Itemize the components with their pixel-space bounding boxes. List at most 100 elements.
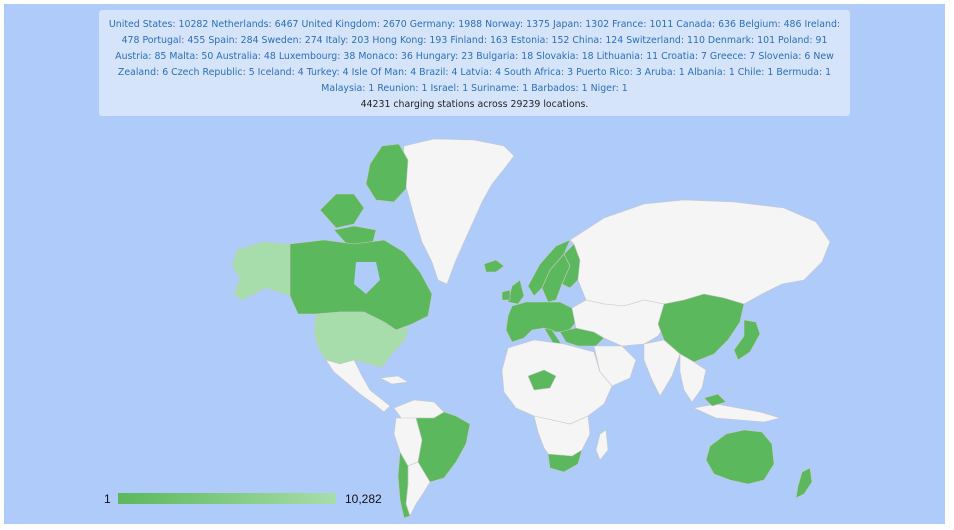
country-south-africa[interactable] bbox=[547, 449, 583, 473]
country-name-link[interactable]: Chile bbox=[737, 66, 762, 78]
country-alaska[interactable] bbox=[231, 241, 291, 301]
country-count-item[interactable]: Germany: 1988 bbox=[409, 19, 483, 30]
country-count-item[interactable]: Monaco: 36 bbox=[358, 50, 413, 62]
country-count-item[interactable]: South Africa: 3 bbox=[504, 66, 574, 78]
country-name-link[interactable]: Bermuda bbox=[776, 66, 819, 78]
country-count-item[interactable]: Bermuda: 1 bbox=[776, 66, 832, 78]
country-name-link[interactable]: China bbox=[572, 34, 600, 46]
country-count-item[interactable]: Israel: 1 bbox=[430, 82, 469, 94]
country-name-link[interactable]: Italy bbox=[325, 34, 346, 46]
country-name-link[interactable]: United Kingdom bbox=[301, 19, 377, 30]
country-count-item[interactable]: Ireland: 478 bbox=[121, 19, 841, 46]
country-name-link[interactable]: South Africa bbox=[504, 66, 562, 78]
country-name-link[interactable]: Latvia bbox=[460, 66, 489, 78]
country-name-link[interactable]: Malaysia bbox=[321, 82, 363, 94]
country-count-item[interactable]: Belgium: 486 bbox=[739, 19, 802, 30]
country-new-zealand[interactable] bbox=[795, 467, 813, 499]
country-name-link[interactable]: Finland bbox=[450, 34, 484, 46]
country-count-item[interactable]: Isle Of Man: 4 bbox=[351, 66, 417, 78]
country-china[interactable] bbox=[657, 293, 745, 363]
country-greenland[interactable] bbox=[401, 138, 515, 285]
country-brazil[interactable] bbox=[415, 411, 471, 483]
country-count-item[interactable]: Portugal: 455 bbox=[142, 34, 206, 46]
country-name-link[interactable]: Switzerland bbox=[626, 34, 681, 46]
country-count-item[interactable]: Norway: 1375 bbox=[485, 19, 550, 30]
country-name-link[interactable]: Denmark bbox=[707, 34, 752, 46]
country-count-item[interactable]: Spain: 284 bbox=[208, 34, 259, 46]
country-count-item[interactable]: Bulgaria: 18 bbox=[476, 50, 534, 62]
country-name-link[interactable]: New Zealand bbox=[117, 50, 834, 78]
country-count-item[interactable]: Canada: 636 bbox=[676, 19, 737, 30]
country-name-link[interactable]: Belgium bbox=[739, 19, 778, 30]
country-count-item[interactable]: Hungary: 23 bbox=[415, 50, 474, 62]
country-name-link[interactable]: United States bbox=[108, 19, 173, 30]
country-name-link[interactable]: Japan bbox=[552, 19, 580, 30]
country-name-link[interactable]: Barbados bbox=[531, 82, 576, 94]
country-name-link[interactable]: Lithuania bbox=[596, 50, 641, 62]
country-canada-islands-2[interactable] bbox=[319, 193, 365, 229]
country-name-link[interactable]: Bulgaria bbox=[476, 50, 516, 62]
country-southeast-asia[interactable] bbox=[679, 353, 707, 403]
country-name-link[interactable]: Malta bbox=[169, 50, 196, 62]
country-name-link[interactable]: Poland bbox=[778, 34, 810, 46]
country-count-item[interactable]: Malta: 50 bbox=[169, 50, 214, 62]
country-name-link[interactable]: Monaco bbox=[358, 50, 395, 62]
country-name-link[interactable]: Portugal bbox=[142, 34, 182, 46]
country-mexico[interactable] bbox=[325, 359, 391, 413]
country-count-item[interactable]: Croatia: 7 bbox=[661, 50, 707, 62]
country-count-item[interactable]: Italy: 203 bbox=[325, 34, 370, 46]
country-name-link[interactable]: Albania bbox=[687, 66, 723, 78]
country-name-link[interactable]: Australia bbox=[216, 50, 258, 62]
country-name-link[interactable]: Croatia bbox=[661, 50, 695, 62]
country-count-item[interactable]: Switzerland: 110 bbox=[626, 34, 705, 46]
country-count-item[interactable]: Latvia: 4 bbox=[460, 66, 502, 78]
country-count-item[interactable]: Denmark: 101 bbox=[707, 34, 776, 46]
country-count-item[interactable]: Luxembourg: 38 bbox=[278, 50, 356, 62]
country-count-item[interactable]: Albania: 1 bbox=[687, 66, 735, 78]
country-count-item[interactable]: Aruba: 1 bbox=[644, 66, 685, 78]
country-count-item[interactable]: Iceland: 4 bbox=[257, 66, 304, 78]
country-count-item[interactable]: Suriname: 1 bbox=[471, 82, 529, 94]
country-name-link[interactable]: Ireland bbox=[804, 19, 837, 30]
map-frame[interactable]: United States: 10282 Netherlands: 6467 U… bbox=[4, 4, 945, 524]
country-name-link[interactable]: Norway bbox=[485, 19, 520, 30]
country-count-item[interactable]: United States: 10282 bbox=[108, 19, 209, 30]
country-canada-islands[interactable] bbox=[365, 143, 409, 203]
country-count-item[interactable]: Japan: 1302 bbox=[552, 19, 610, 30]
country-count-item[interactable]: Puerto Rico: 3 bbox=[576, 66, 642, 78]
country-count-item[interactable]: Chile: 1 bbox=[737, 66, 774, 78]
country-count-item[interactable]: Sweden: 274 bbox=[261, 34, 323, 46]
country-name-link[interactable]: Germany bbox=[409, 19, 453, 30]
country-count-item[interactable]: Brazil: 4 bbox=[419, 66, 458, 78]
country-name-link[interactable]: Luxembourg bbox=[278, 50, 338, 62]
country-count-item[interactable]: Lithuania: 11 bbox=[596, 50, 659, 62]
country-name-link[interactable]: Slovenia bbox=[758, 50, 799, 62]
country-count-item[interactable]: Barbados: 1 bbox=[531, 82, 588, 94]
country-name-link[interactable]: Netherlands bbox=[211, 19, 269, 30]
country-count-item[interactable]: New Zealand: 6 bbox=[117, 50, 834, 78]
country-united-states[interactable] bbox=[313, 311, 409, 369]
country-name-link[interactable]: Estonia bbox=[510, 34, 546, 46]
country-name-link[interactable]: Hungary bbox=[415, 50, 456, 62]
country-count-item[interactable]: Australia: 48 bbox=[216, 50, 276, 62]
country-name-link[interactable]: Slovakia bbox=[536, 50, 576, 62]
country-count-item[interactable]: Slovenia: 6 bbox=[758, 50, 811, 62]
country-count-item[interactable]: China: 124 bbox=[572, 34, 624, 46]
country-name-link[interactable]: Iceland bbox=[257, 66, 292, 78]
country-count-item[interactable]: Greece: 7 bbox=[709, 50, 756, 62]
country-united-kingdom[interactable] bbox=[507, 279, 525, 305]
country-name-link[interactable]: Sweden bbox=[261, 34, 299, 46]
country-iceland[interactable] bbox=[483, 259, 505, 273]
country-count-item[interactable]: Austria: 85 bbox=[115, 50, 167, 62]
country-indonesia[interactable] bbox=[693, 403, 782, 423]
country-madagascar[interactable] bbox=[595, 429, 609, 461]
country-western-europe[interactable] bbox=[505, 301, 577, 343]
country-name-link[interactable]: Israel bbox=[430, 82, 457, 94]
country-count-item[interactable]: France: 1011 bbox=[612, 19, 674, 30]
country-niger[interactable] bbox=[527, 369, 557, 391]
country-name-link[interactable]: Spain bbox=[208, 34, 235, 46]
country-russia[interactable] bbox=[569, 199, 831, 307]
country-name-link[interactable]: Austria bbox=[115, 50, 149, 62]
country-name-link[interactable]: Canada bbox=[676, 19, 712, 30]
country-name-link[interactable]: Brazil bbox=[419, 66, 446, 78]
